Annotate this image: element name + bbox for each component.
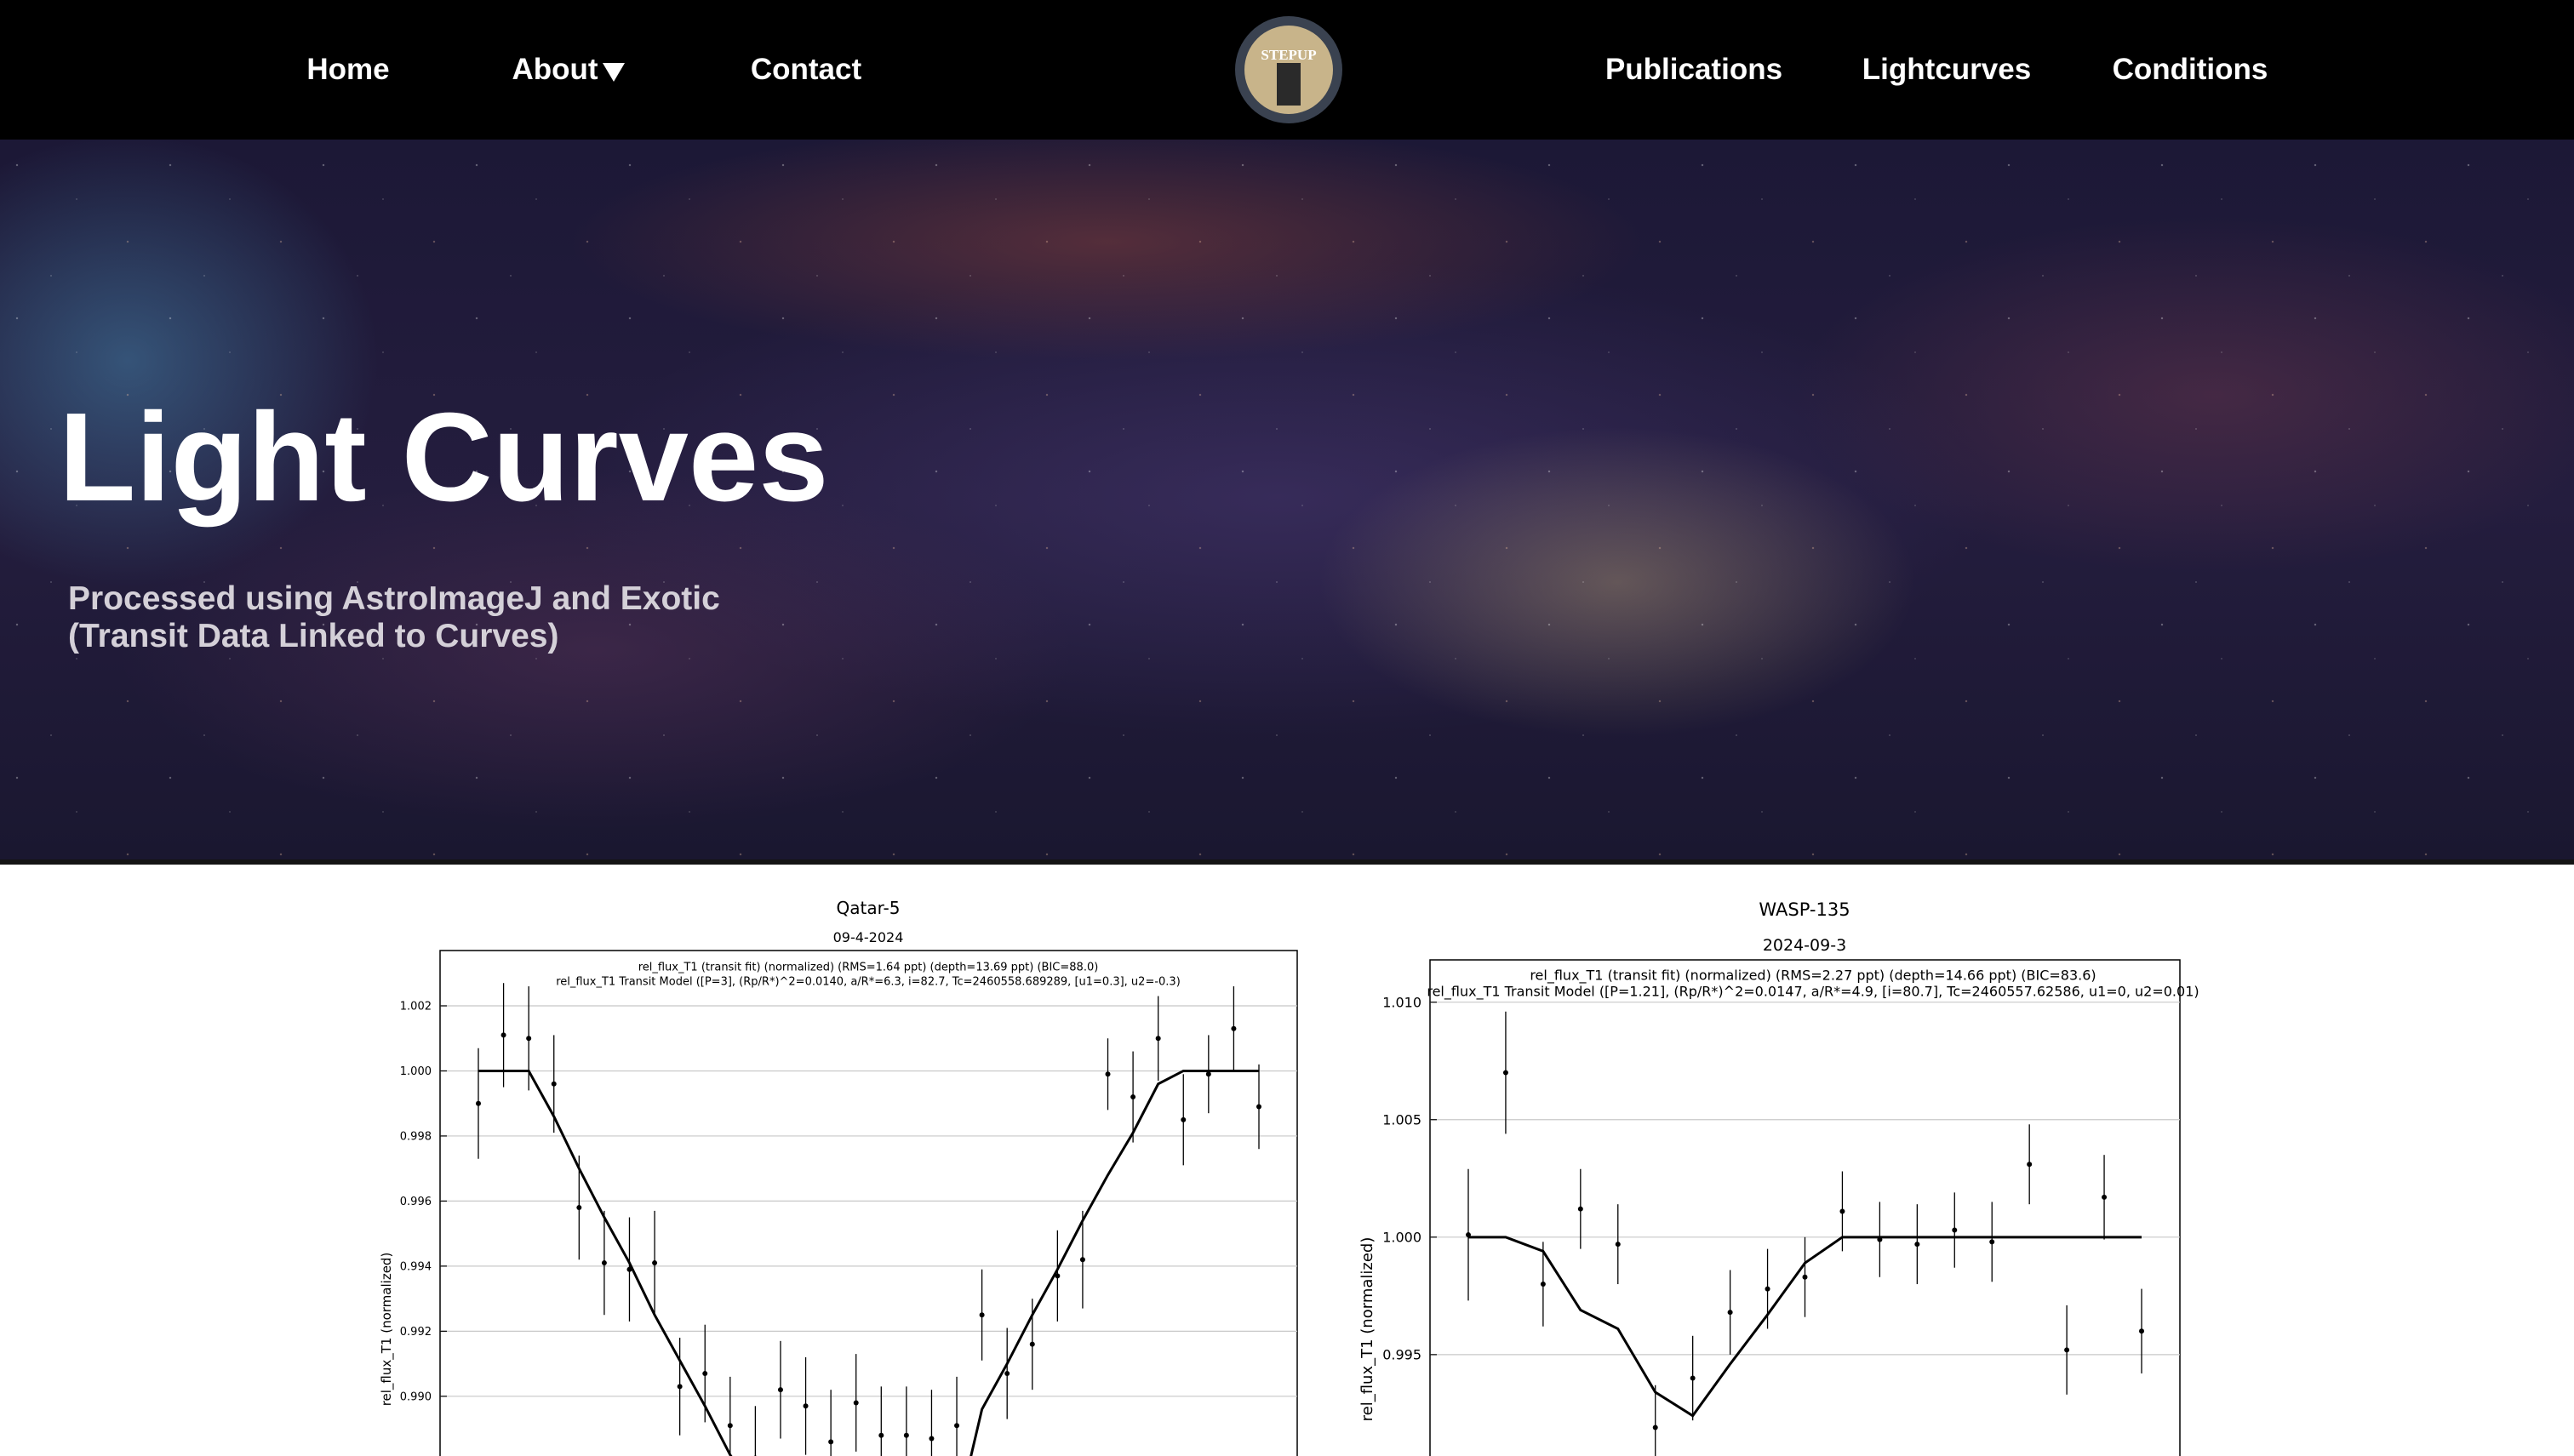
data-point bbox=[1029, 1341, 1035, 1347]
data-point bbox=[929, 1436, 935, 1442]
data-point bbox=[1055, 1273, 1061, 1279]
data-point bbox=[1004, 1371, 1010, 1377]
legend-label: rel_flux_T1 (transit fit) (normalized) (… bbox=[638, 962, 1099, 974]
data-point bbox=[1502, 1070, 1508, 1076]
data-point bbox=[1577, 1206, 1583, 1212]
data-point bbox=[702, 1371, 708, 1377]
data-point bbox=[1181, 1116, 1187, 1122]
data-point bbox=[476, 1100, 481, 1106]
model-line bbox=[1468, 1236, 2142, 1418]
data-point bbox=[727, 1423, 733, 1429]
data-point bbox=[1079, 1257, 1085, 1263]
data-point bbox=[979, 1312, 985, 1318]
plot-date: 2024-09-3 bbox=[1763, 936, 1846, 955]
data-point bbox=[1727, 1310, 1733, 1316]
lightcurve-gallery: Qatar-5 09-4-2024 0.990 0.992 0.994 0.996 0.99… bbox=[379, 898, 2199, 1456]
data-point bbox=[1952, 1227, 1958, 1233]
logo-tower bbox=[1277, 63, 1301, 106]
hero-subtitle: Processed using AstroImageJ and Exotic bbox=[68, 580, 720, 617]
logo-text: STEPUP bbox=[1261, 47, 1316, 63]
dropdown-arrow[interactable] bbox=[601, 61, 626, 83]
data-point bbox=[500, 1032, 506, 1038]
data-point bbox=[652, 1260, 658, 1266]
y-tick-label: 0.996 bbox=[400, 1196, 432, 1208]
y-tick-label: 1.000 bbox=[1382, 1229, 1421, 1245]
nav-link[interactable]: Conditions bbox=[2112, 53, 2268, 86]
data-point bbox=[2139, 1328, 2144, 1334]
plot-title: WASP-135 bbox=[1759, 899, 1850, 920]
plot-date: 09-4-2024 bbox=[833, 929, 904, 945]
lightcurve-plot: WASP-135 2024-09-3 0.995 1.000 1.005 1.010 rel… bbox=[1358, 899, 2199, 1456]
data-point bbox=[1615, 1242, 1621, 1248]
hero-banner: Light Curves Processed using AstroImageJ… bbox=[0, 140, 2574, 865]
nav-link[interactable]: Publications bbox=[1604, 53, 1783, 86]
y-tick-label: 0.998 bbox=[400, 1130, 432, 1143]
data-point bbox=[777, 1387, 783, 1393]
data-point bbox=[1256, 1104, 1261, 1110]
data-point bbox=[1914, 1242, 1920, 1248]
data-point bbox=[1155, 1036, 1161, 1042]
data-point bbox=[1105, 1071, 1111, 1077]
data-point bbox=[576, 1205, 582, 1211]
data-point bbox=[2064, 1347, 2070, 1353]
data-point bbox=[1839, 1208, 1845, 1214]
star-field bbox=[0, 140, 2574, 859]
data-point bbox=[828, 1439, 834, 1445]
data-point bbox=[1765, 1286, 1770, 1292]
data-point bbox=[1231, 1025, 1237, 1031]
data-point bbox=[601, 1260, 607, 1266]
data-point bbox=[2027, 1162, 2033, 1168]
legend-label: rel_flux_T1 Transit Model ([P=1.21], (Rp… bbox=[1427, 984, 2199, 1001]
data-point bbox=[677, 1384, 683, 1390]
data-point bbox=[1540, 1282, 1546, 1288]
data-point bbox=[1802, 1274, 1808, 1280]
y-tick-label: 1.000 bbox=[400, 1065, 432, 1078]
data-point bbox=[1989, 1239, 1995, 1245]
axes-frame bbox=[439, 950, 1298, 1456]
nav-link[interactable]: Home bbox=[306, 53, 390, 86]
y-tick-label: 0.994 bbox=[400, 1260, 432, 1273]
navbar: Home About Contact STEPUP Publications L… bbox=[0, 0, 2574, 140]
data-point bbox=[853, 1400, 859, 1406]
y-tick-label: 1.002 bbox=[400, 1001, 432, 1013]
axes-frame bbox=[1429, 959, 2181, 1456]
data-point bbox=[954, 1423, 960, 1429]
hero-title: Light Curves bbox=[59, 387, 829, 528]
data-point bbox=[1690, 1375, 1696, 1381]
data-point bbox=[878, 1432, 884, 1438]
data-point bbox=[1130, 1094, 1136, 1100]
data-point bbox=[526, 1036, 532, 1042]
lightcurve-plot: Qatar-5 09-4-2024 0.990 0.992 0.994 0.996 0.99… bbox=[379, 898, 1298, 1456]
legend-label: rel_flux_T1 Transit Model ([P=3], (Rp/R*… bbox=[556, 976, 1181, 989]
nav-link[interactable]: About bbox=[512, 53, 598, 86]
data-point bbox=[1652, 1425, 1658, 1430]
model-line bbox=[478, 1069, 1259, 1456]
y-tick-label: 0.995 bbox=[1382, 1346, 1421, 1362]
y-axis-label: rel_flux_T1 (normalized) bbox=[379, 1253, 395, 1407]
y-tick-label: 0.990 bbox=[400, 1390, 432, 1403]
nav-link[interactable]: Contact bbox=[750, 53, 862, 86]
data-point bbox=[2102, 1194, 2108, 1200]
hero-subtitle: (Transit Data Linked to Curves) bbox=[68, 618, 559, 654]
data-point bbox=[551, 1081, 557, 1087]
plot-title: Qatar-5 bbox=[837, 898, 901, 918]
data-point bbox=[903, 1432, 909, 1438]
y-axis-label: rel_flux_T1 (normalized) bbox=[1358, 1237, 1376, 1422]
y-tick-label: 1.010 bbox=[1382, 994, 1421, 1010]
data-point bbox=[803, 1403, 809, 1409]
logo[interactable]: STEPUP bbox=[1233, 14, 1345, 126]
y-tick-label: 0.992 bbox=[400, 1326, 432, 1339]
data-point bbox=[1205, 1071, 1211, 1077]
legend-label: rel_flux_T1 (transit fit) (normalized) (… bbox=[1530, 968, 2096, 985]
nav-link[interactable]: Lightcurves bbox=[1862, 53, 2032, 86]
y-tick-label: 1.005 bbox=[1382, 1111, 1421, 1128]
